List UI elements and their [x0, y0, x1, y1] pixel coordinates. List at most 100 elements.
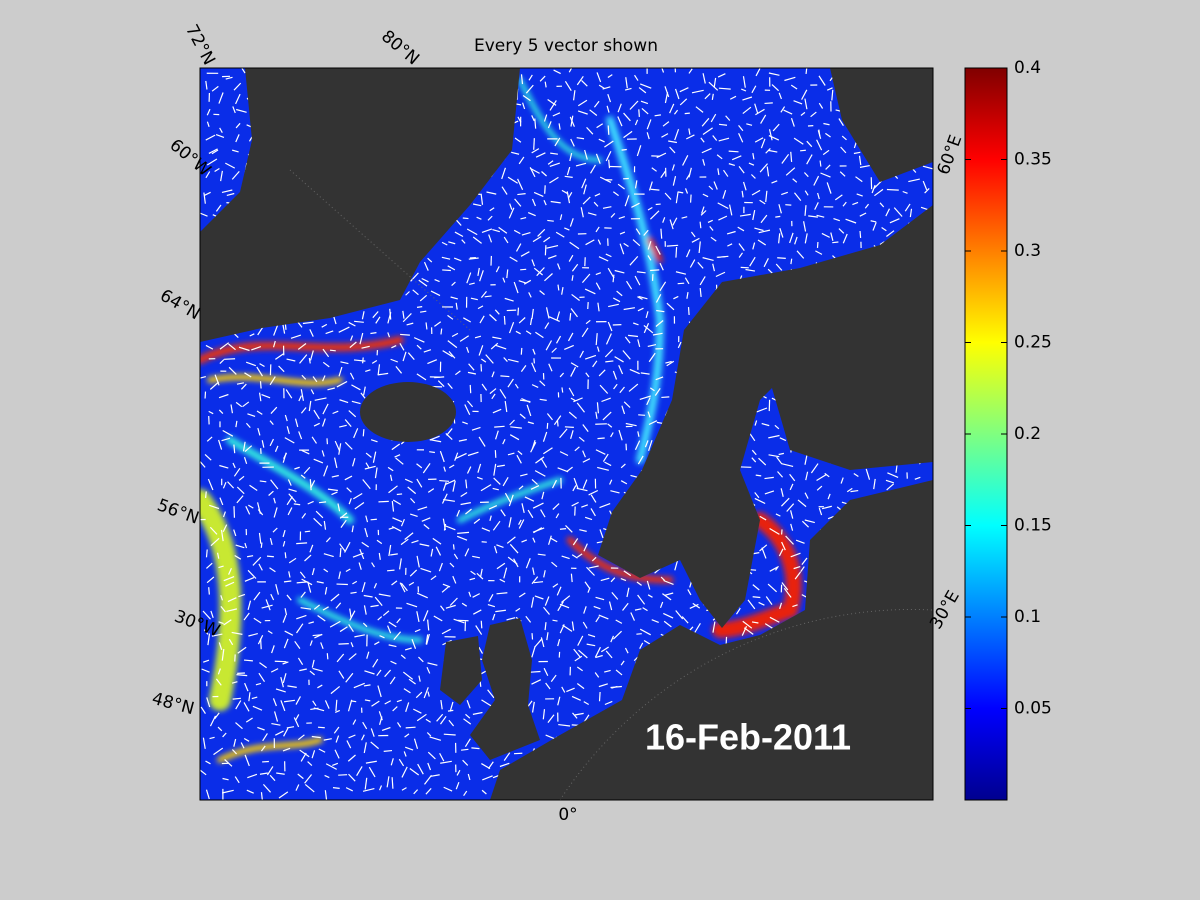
vector: [599, 384, 609, 394]
vector: [261, 394, 271, 399]
vector: [389, 676, 396, 685]
colorbar-tick-label: 0.2: [1014, 424, 1041, 444]
vector: [303, 466, 311, 475]
vector: [362, 357, 364, 364]
vector: [416, 478, 423, 488]
vector: [635, 228, 641, 235]
vector: [339, 399, 349, 404]
vector: [547, 219, 554, 222]
vector: [453, 553, 459, 560]
vector: [517, 193, 526, 196]
vector: [634, 119, 639, 126]
vector: [531, 148, 540, 154]
vector: [344, 441, 353, 450]
vector: [257, 509, 264, 516]
vector: [310, 389, 315, 395]
vector: [666, 244, 679, 247]
vector: [561, 555, 570, 560]
vector: [206, 108, 211, 116]
vector: [427, 762, 432, 771]
vector: [219, 342, 230, 350]
vector: [569, 241, 580, 250]
vector: [764, 102, 773, 105]
vector: [348, 624, 354, 632]
colorbar-tick-label: 0.3: [1014, 241, 1041, 261]
vector: [751, 457, 757, 463]
vector: [392, 706, 398, 712]
vector: [573, 397, 583, 403]
vector: [826, 87, 833, 91]
vector: [840, 477, 844, 484]
vector: [598, 138, 605, 143]
vector: [456, 509, 461, 517]
vector: [420, 310, 427, 313]
vector: [531, 198, 536, 207]
vector: [416, 373, 427, 381]
vector: [596, 72, 602, 83]
vector: [922, 180, 928, 191]
vector: [286, 426, 290, 435]
vector: [293, 503, 301, 506]
vector: [423, 687, 429, 699]
vector: [439, 450, 445, 463]
vector: [585, 372, 590, 378]
vector: [689, 194, 692, 203]
vector: [674, 129, 680, 141]
vector: [205, 760, 211, 765]
vector: [549, 100, 557, 111]
vector: [623, 570, 632, 577]
vector: [742, 96, 753, 101]
vector: [495, 344, 507, 350]
vector: [309, 544, 314, 553]
vector: [532, 527, 545, 533]
vector: [804, 455, 808, 465]
vector: [365, 515, 369, 523]
vector: [280, 676, 284, 688]
vector: [297, 657, 304, 666]
vector: [532, 567, 535, 576]
vector: [476, 572, 484, 580]
vector: [203, 192, 206, 204]
vector: [664, 592, 674, 596]
vector: [272, 698, 277, 707]
vector: [413, 789, 419, 795]
vector: [299, 571, 306, 579]
vector: [602, 453, 609, 462]
vector: [856, 193, 863, 197]
vector: [351, 525, 354, 533]
vector: [552, 112, 561, 117]
vector: [364, 670, 375, 675]
vector: [595, 596, 605, 601]
vector: [219, 497, 224, 506]
vector: [543, 606, 550, 615]
vector: [532, 537, 536, 543]
vector: [520, 365, 527, 372]
vector: [552, 503, 560, 510]
vector: [738, 165, 745, 174]
vector: [506, 617, 516, 621]
vector: [457, 531, 470, 534]
vector: [642, 607, 648, 612]
vector: [752, 242, 756, 250]
vector: [313, 458, 324, 464]
vector: [206, 121, 210, 127]
vector: [334, 709, 341, 714]
vector: [817, 192, 820, 200]
vector: [570, 430, 574, 439]
vector: [228, 567, 232, 575]
vector: [269, 537, 273, 546]
vector: [236, 495, 244, 504]
graticule: [289, 169, 471, 331]
vector: [312, 700, 317, 707]
vector: [527, 509, 534, 519]
land: [200, 68, 933, 800]
vector: [712, 263, 716, 272]
vector: [768, 149, 778, 153]
vector: [537, 228, 546, 237]
vector: [517, 178, 524, 191]
vector: [418, 279, 428, 287]
vector: [581, 79, 588, 87]
vector: [599, 529, 604, 539]
